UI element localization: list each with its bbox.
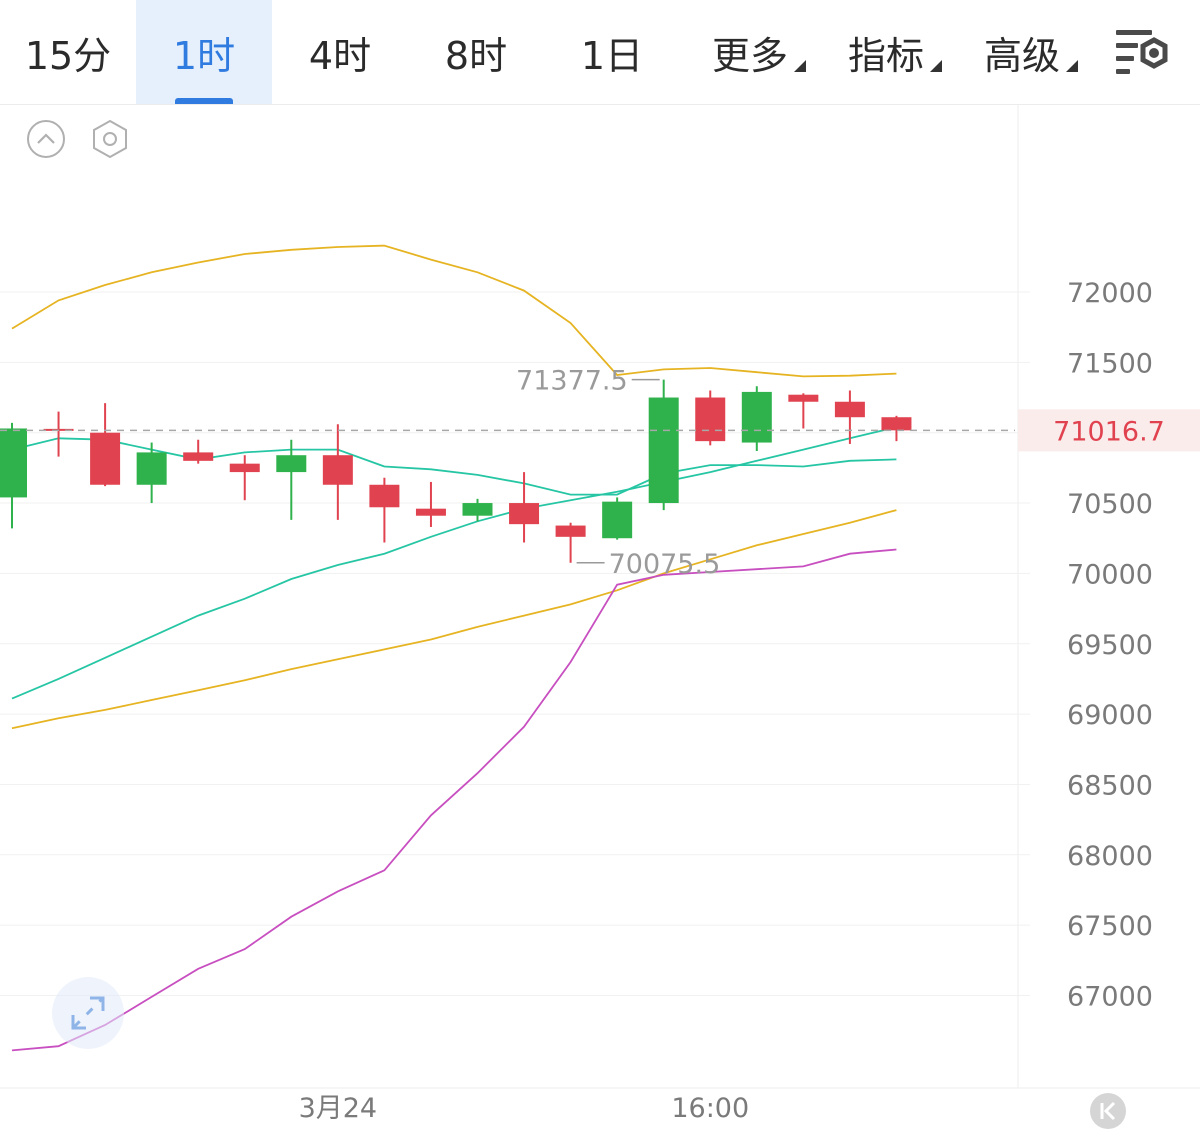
y-tick-label: 68500	[1067, 770, 1153, 801]
low-marker-label: 70075.5	[609, 549, 721, 580]
tab-1h[interactable]: 1时	[136, 0, 272, 104]
annotations: 71016.7 71377.5 70075.5	[0, 366, 1200, 580]
candle-body	[369, 484, 400, 508]
candle-body	[602, 501, 633, 539]
chart-settings-icon	[1116, 30, 1168, 74]
candle-body	[415, 508, 446, 516]
candle-body	[741, 391, 772, 443]
y-tick-label: 67000	[1067, 982, 1153, 1013]
indicator-line	[11, 548, 897, 1052]
tab-label: 指标	[847, 33, 924, 78]
indicator-line	[11, 426, 897, 700]
candle-body	[322, 455, 353, 485]
y-tick-label: 68000	[1067, 841, 1153, 872]
tab-advanced[interactable]: 高级	[962, 0, 1082, 104]
timeframe-tab-bar: 15分 1时 4时 8时 1日 更多 指标 高级	[0, 0, 1200, 105]
tab-label: 15分	[24, 33, 112, 78]
candle-body	[0, 428, 27, 498]
collapse-button[interactable]	[25, 118, 67, 160]
candle-body	[555, 525, 586, 537]
tab-more[interactable]: 更多	[690, 0, 810, 104]
hexagon-settings-icon	[93, 119, 127, 159]
tab-label: 1时	[172, 33, 236, 78]
candle-body	[881, 417, 912, 431]
y-tick-label: 67500	[1067, 911, 1153, 942]
y-tick-label: 72000	[1067, 278, 1153, 309]
tab-indicators[interactable]: 指标	[826, 0, 946, 104]
y-tick-label: 69000	[1067, 700, 1153, 731]
dropdown-caret-icon	[1066, 60, 1078, 72]
indicator-lines	[11, 244, 897, 1052]
tab-1d[interactable]: 1日	[544, 0, 680, 104]
candle-body	[788, 394, 819, 402]
candle-body	[462, 503, 493, 516]
high-marker-label: 71377.5	[516, 366, 628, 397]
indicator-settings-button[interactable]	[88, 117, 132, 161]
chart-settings-button[interactable]	[1110, 24, 1174, 80]
candle-body	[183, 452, 214, 461]
tab-label: 4时	[308, 33, 372, 78]
candle-body	[509, 503, 540, 525]
back-to-latest-button[interactable]	[1090, 1093, 1126, 1129]
candle-body	[648, 397, 679, 504]
x-tick-label: 16:00	[671, 1093, 749, 1124]
y-tick-label: 70000	[1067, 559, 1153, 590]
last-price-tag	[1018, 409, 1200, 452]
chart-canvas: 71016.7 71377.5 70075.5 72000 71500 70500 700…	[0, 105, 1200, 1124]
tab-label: 1日	[580, 33, 644, 78]
chevron-up-circle-icon	[27, 120, 65, 158]
candle-body	[276, 455, 307, 473]
tab-8h[interactable]: 8时	[408, 0, 544, 104]
tab-label: 8时	[444, 33, 508, 78]
indicator-line	[11, 244, 897, 378]
candle-body	[834, 401, 865, 418]
y-tick-label: 69500	[1067, 630, 1153, 661]
tab-15m[interactable]: 15分	[0, 0, 136, 104]
dropdown-caret-icon	[794, 60, 806, 72]
candle-body	[90, 432, 121, 485]
candlestick-chart[interactable]: 71016.7 71377.5 70075.5 72000 71500 70500 700…	[0, 105, 1200, 1136]
axis-labels: 72000 71500 70500 70000 69500 69000 68500 68000…	[299, 278, 1153, 1124]
candle-body	[229, 463, 260, 473]
expand-arrows-icon	[71, 996, 105, 1030]
tab-4h[interactable]: 4时	[272, 0, 408, 104]
tab-label: 更多	[711, 33, 788, 78]
x-tick-label: 3月24	[299, 1093, 378, 1124]
active-tab-indicator	[175, 98, 233, 104]
candle-body	[136, 452, 167, 485]
indicator-line	[11, 509, 897, 730]
indicator-line	[11, 437, 897, 496]
y-tick-label: 70500	[1067, 489, 1153, 520]
y-tick-label: 71500	[1067, 348, 1153, 379]
candles	[0, 379, 912, 563]
grid-lines	[0, 291, 1030, 996]
tab-label: 高级	[983, 33, 1060, 78]
expand-button[interactable]	[52, 977, 124, 1049]
back-to-latest-icon	[1100, 1101, 1116, 1121]
dropdown-caret-icon	[930, 60, 942, 72]
candle-body	[695, 397, 726, 442]
last-price-label: 71016.7	[1053, 416, 1165, 447]
